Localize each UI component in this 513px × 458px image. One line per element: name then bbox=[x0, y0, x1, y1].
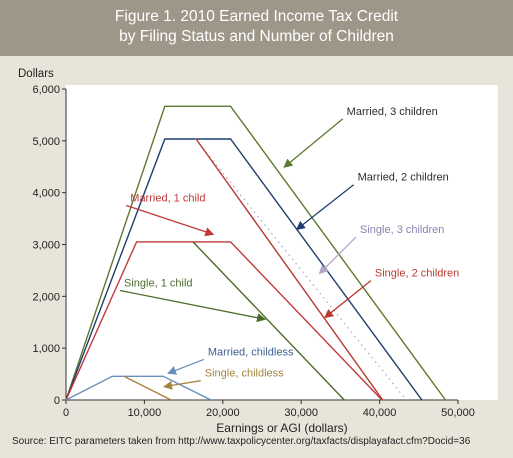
y-tick-label: 2,000 bbox=[32, 291, 60, 303]
y-tick-label: 3,000 bbox=[32, 240, 60, 252]
source-note: Source: EITC parameters taken from http:… bbox=[12, 436, 471, 447]
series-line-5 bbox=[192, 241, 345, 401]
annotation-label-6: Married, childless bbox=[208, 346, 294, 358]
series-line-3 bbox=[195, 138, 384, 401]
x-tick-label: 0 bbox=[63, 407, 69, 419]
chart-plot: 0 1,000 2,000 3,000 4,000 5,000 6,000 0 10,000 20… bbox=[18, 68, 498, 435]
annotation-label-4: Married, 1 child bbox=[130, 192, 205, 204]
x-tick-label: 40,000 bbox=[363, 407, 397, 419]
annotation-label-3: Single, 2 children bbox=[375, 268, 459, 280]
y-tick-label: 5,000 bbox=[32, 136, 60, 148]
series-line-2 bbox=[194, 138, 407, 401]
annotation-arrow-0 bbox=[283, 118, 344, 168]
title-band: Figure 1. 2010 Earned Income Tax Credit … bbox=[0, 0, 513, 56]
annotation-arrow-7 bbox=[162, 380, 201, 390]
y-tick-label: 4,000 bbox=[32, 188, 60, 200]
series-line-4 bbox=[65, 241, 383, 401]
y-axis-label: Dollars bbox=[18, 68, 54, 80]
annotation-arrow-3 bbox=[324, 280, 372, 319]
series-line-7 bbox=[123, 375, 172, 401]
series-line-6 bbox=[65, 375, 212, 401]
x-tick-label: 10,000 bbox=[128, 407, 162, 419]
annotation-arrow-2 bbox=[318, 236, 357, 275]
x-tick-label: 20,000 bbox=[206, 407, 240, 419]
y-tick-label: 0 bbox=[54, 395, 60, 407]
y-tick-label: 6,000 bbox=[32, 84, 60, 96]
annotation-label-7: Single, childless bbox=[205, 368, 284, 380]
x-axis-label: Earnings or AGI (dollars) bbox=[216, 421, 347, 435]
series-line-0 bbox=[65, 105, 447, 401]
annotation-label-5: Single, 1 child bbox=[124, 277, 192, 289]
annotation-arrow-4 bbox=[126, 204, 215, 237]
annotation-label-0: Married, 3 children bbox=[347, 106, 438, 118]
chart-title: Figure 1. 2010 Earned Income Tax Credit bbox=[114, 8, 399, 25]
annotation-label-2: Single, 3 children bbox=[360, 224, 444, 236]
x-tick-label: 30,000 bbox=[284, 407, 318, 419]
y-tick-label: 1,000 bbox=[32, 343, 60, 355]
x-tick-label: 50,000 bbox=[441, 407, 475, 419]
chart-subtitle: by Filing Status and Number of Children bbox=[119, 28, 394, 45]
annotation-arrow-6 bbox=[167, 358, 205, 375]
annotation-arrow-1 bbox=[295, 184, 355, 231]
annotation-arrow-5 bbox=[119, 289, 267, 323]
annotation-label-1: Married, 2 children bbox=[358, 172, 449, 184]
